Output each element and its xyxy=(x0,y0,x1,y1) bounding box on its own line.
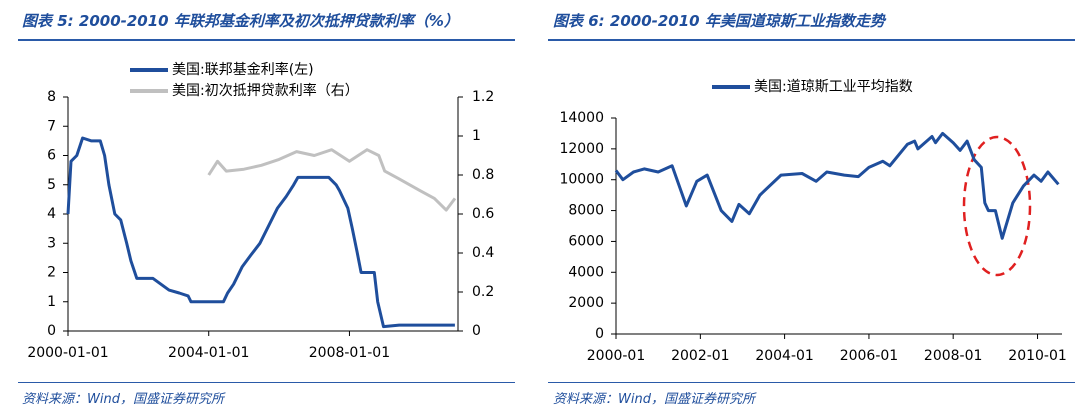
source-note: 资料来源：Wind，国盛证券研究所 xyxy=(553,392,755,407)
y-tick-label: 8000 xyxy=(568,203,604,219)
y-tick-label: 1 xyxy=(47,294,56,310)
x-tick-label: 2000-01-01 xyxy=(27,345,108,361)
x-tick-label: 2010-01 xyxy=(1008,348,1067,364)
y2-tick-label: 0.4 xyxy=(472,245,494,261)
series-line xyxy=(66,136,455,329)
highlight-ellipse xyxy=(962,135,1032,277)
x-tick-label: 2008-01 xyxy=(924,348,983,364)
y2-tick-label: 0 xyxy=(472,323,481,339)
y-tick-label: 0 xyxy=(595,326,604,342)
y-tick-label: 14000 xyxy=(559,110,604,126)
series-line xyxy=(207,148,457,212)
y-tick-label: 5 xyxy=(47,177,56,193)
y-tick-label: 4000 xyxy=(568,264,604,280)
y-tick-label: 7 xyxy=(47,118,56,134)
series-line xyxy=(614,131,1060,240)
x-tick-label: 2000-01 xyxy=(587,348,646,364)
y-tick-label: 10000 xyxy=(559,172,604,188)
chart-title: 图表 6: 2000-2010 年美国道琼斯工业指数走势 xyxy=(553,12,885,30)
y2-tick-label: 0.6 xyxy=(472,206,494,222)
header-rule xyxy=(548,39,1075,41)
y-tick-label: 6000 xyxy=(568,233,604,249)
y2-tick-label: 1.2 xyxy=(472,89,494,105)
source-note: 资料来源：Wind，国盛证券研究所 xyxy=(22,392,224,407)
footer-rule xyxy=(18,382,515,383)
y-tick-label: 2000 xyxy=(568,295,604,311)
footer-rule xyxy=(548,382,1075,383)
header-rule xyxy=(18,39,515,41)
y-tick-label: 4 xyxy=(47,206,56,222)
legend-label: 美国:联邦基金利率(左) xyxy=(172,61,314,78)
y-tick-label: 6 xyxy=(47,148,56,164)
y2-tick-label: 0.2 xyxy=(472,284,494,300)
y-tick-label: 8 xyxy=(47,89,56,105)
y2-tick-label: 1 xyxy=(472,128,481,144)
chart-title: 图表 5: 2000-2010 年联邦基金利率及初次抵押贷款利率（%） xyxy=(22,12,459,30)
x-tick-label: 2004-01 xyxy=(755,348,814,364)
x-tick-label: 2004-01-01 xyxy=(168,345,249,361)
y-tick-label: 2 xyxy=(47,265,56,281)
x-tick-label: 2006-01 xyxy=(840,348,899,364)
y-tick-label: 12000 xyxy=(559,141,604,157)
x-tick-label: 2002-01 xyxy=(671,348,730,364)
y-tick-label: 3 xyxy=(47,235,56,251)
y2-tick-label: 0.8 xyxy=(472,167,494,183)
legend-label: 美国:道琼斯工业平均指数 xyxy=(754,79,913,95)
legend-label: 美国:初次抵押贷款利率（右） xyxy=(172,82,359,99)
x-tick-label: 2008-01-01 xyxy=(309,345,390,361)
y-tick-label: 0 xyxy=(47,323,56,339)
